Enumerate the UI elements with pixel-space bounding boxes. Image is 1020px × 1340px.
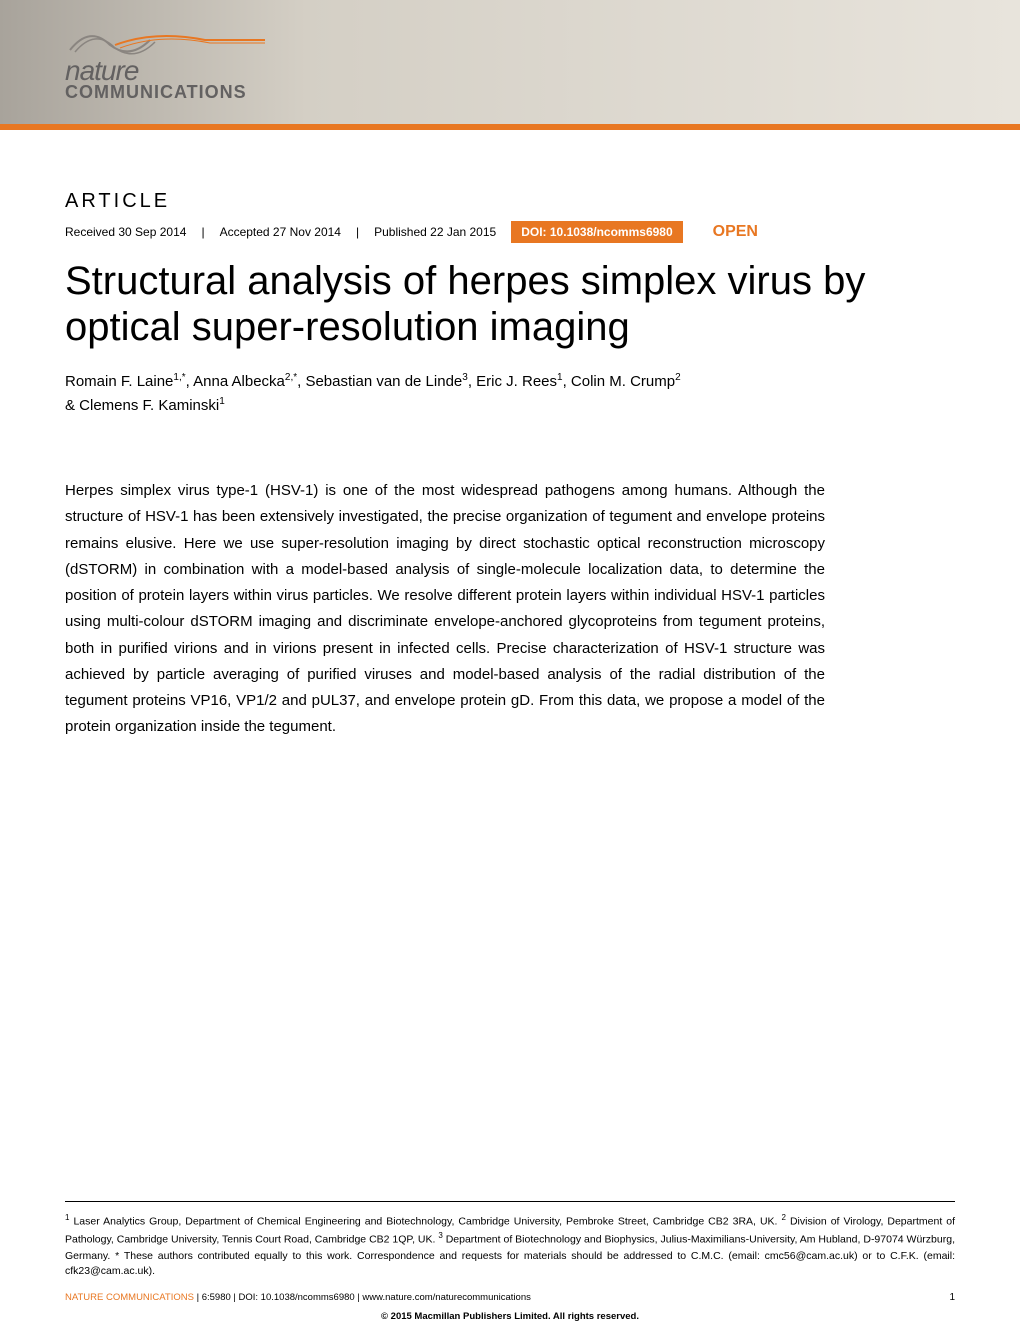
date-separator: | — [356, 225, 359, 239]
author-name: , Anna Albecka — [186, 373, 285, 390]
citation-details: | 6:5980 | DOI: 10.1038/ncomms6980 | www… — [194, 1292, 531, 1303]
article-content: ARTICLE Received 30 Sep 2014 | Accepted … — [0, 130, 1020, 741]
published-date: Published 22 Jan 2015 — [374, 225, 496, 239]
author-name: , Colin M. Crump — [563, 373, 676, 390]
authors-list: Romain F. Laine1,*, Anna Albecka2,*, Seb… — [65, 370, 955, 418]
date-separator: | — [201, 225, 204, 239]
affiliations-section: 1 Laser Analytics Group, Department of C… — [65, 1201, 955, 1280]
journal-banner: nature COMMUNICATIONS — [0, 0, 1020, 130]
received-date: Received 30 Sep 2014 — [65, 225, 186, 239]
doi-badge: DOI: 10.1038/ncomms6980 — [511, 221, 682, 243]
author-name: , Eric J. Rees — [468, 373, 557, 390]
accepted-date: Accepted 27 Nov 2014 — [220, 225, 341, 239]
publication-dates-row: Received 30 Sep 2014 | Accepted 27 Nov 2… — [65, 221, 955, 243]
footer-citation: NATURE COMMUNICATIONS | 6:5980 | DOI: 10… — [65, 1292, 955, 1303]
abstract-text: Herpes simplex virus type-1 (HSV-1) is o… — [65, 478, 825, 741]
affiliations-text: 1 Laser Analytics Group, Department of C… — [65, 1212, 955, 1280]
journal-logo: nature COMMUNICATIONS — [65, 20, 265, 103]
author-affiliation-ref: 1,* — [173, 372, 185, 383]
page-footer: NATURE COMMUNICATIONS | 6:5980 | DOI: 10… — [65, 1292, 955, 1322]
author-name: Romain F. Laine — [65, 373, 173, 390]
logo-wave-icon — [65, 20, 265, 60]
logo-text-communications: COMMUNICATIONS — [65, 82, 265, 103]
author-affiliation-ref: 2 — [675, 372, 681, 383]
author-name: & Clemens F. Kaminski — [65, 397, 219, 414]
article-title: Structural analysis of herpes simplex vi… — [65, 258, 955, 350]
author-affiliation-ref: 2,* — [285, 372, 297, 383]
author-affiliation-ref: 1 — [219, 396, 225, 407]
copyright-text: © 2015 Macmillan Publishers Limited. All… — [65, 1311, 955, 1322]
journal-name: NATURE COMMUNICATIONS — [65, 1292, 194, 1303]
page-number: 1 — [949, 1292, 955, 1303]
article-type-label: ARTICLE — [65, 190, 955, 213]
affiliation-text: Laser Analytics Group, Department of Che… — [69, 1216, 781, 1228]
open-access-label: OPEN — [713, 223, 758, 241]
author-name: , Sebastian van de Linde — [297, 373, 462, 390]
